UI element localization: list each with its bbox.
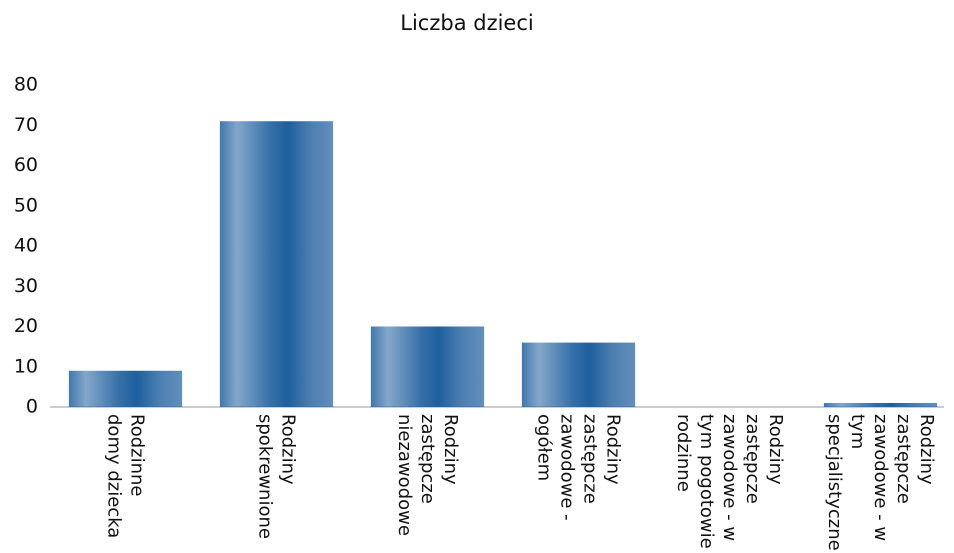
x-tick-label: Rodziny zastępcze zawodowe - ogółem (533, 414, 624, 521)
y-tick-label: 30 (14, 275, 38, 297)
x-tick-label: Rodziny zastępcze zawodowe - w tym pogot… (673, 414, 786, 549)
chart-title: Liczba dzieci (400, 11, 533, 35)
bar (823, 402, 938, 407)
y-tick-label: 50 (14, 194, 38, 216)
bar (521, 342, 636, 407)
y-tick-label: 0 (26, 396, 38, 418)
y-tick-label: 80 (14, 74, 38, 96)
y-tick-label: 40 (14, 235, 38, 257)
bar (219, 121, 334, 407)
x-tick-label: Rodzinne domy dziecka (103, 414, 148, 539)
x-tick-label: Rodziny zastępcze niezawodowe (394, 414, 461, 536)
y-tick-label: 20 (14, 315, 38, 337)
y-tick-label: 60 (14, 154, 38, 176)
x-tick-label: Rodziny zastępcze zawodowe - w tym specj… (824, 414, 937, 551)
x-tick-label: Rodziny spokrewnione (254, 414, 299, 539)
y-tick-label: 70 (14, 114, 38, 136)
y-tick-label: 10 (14, 355, 38, 377)
bar (68, 370, 183, 407)
bar (370, 326, 485, 407)
